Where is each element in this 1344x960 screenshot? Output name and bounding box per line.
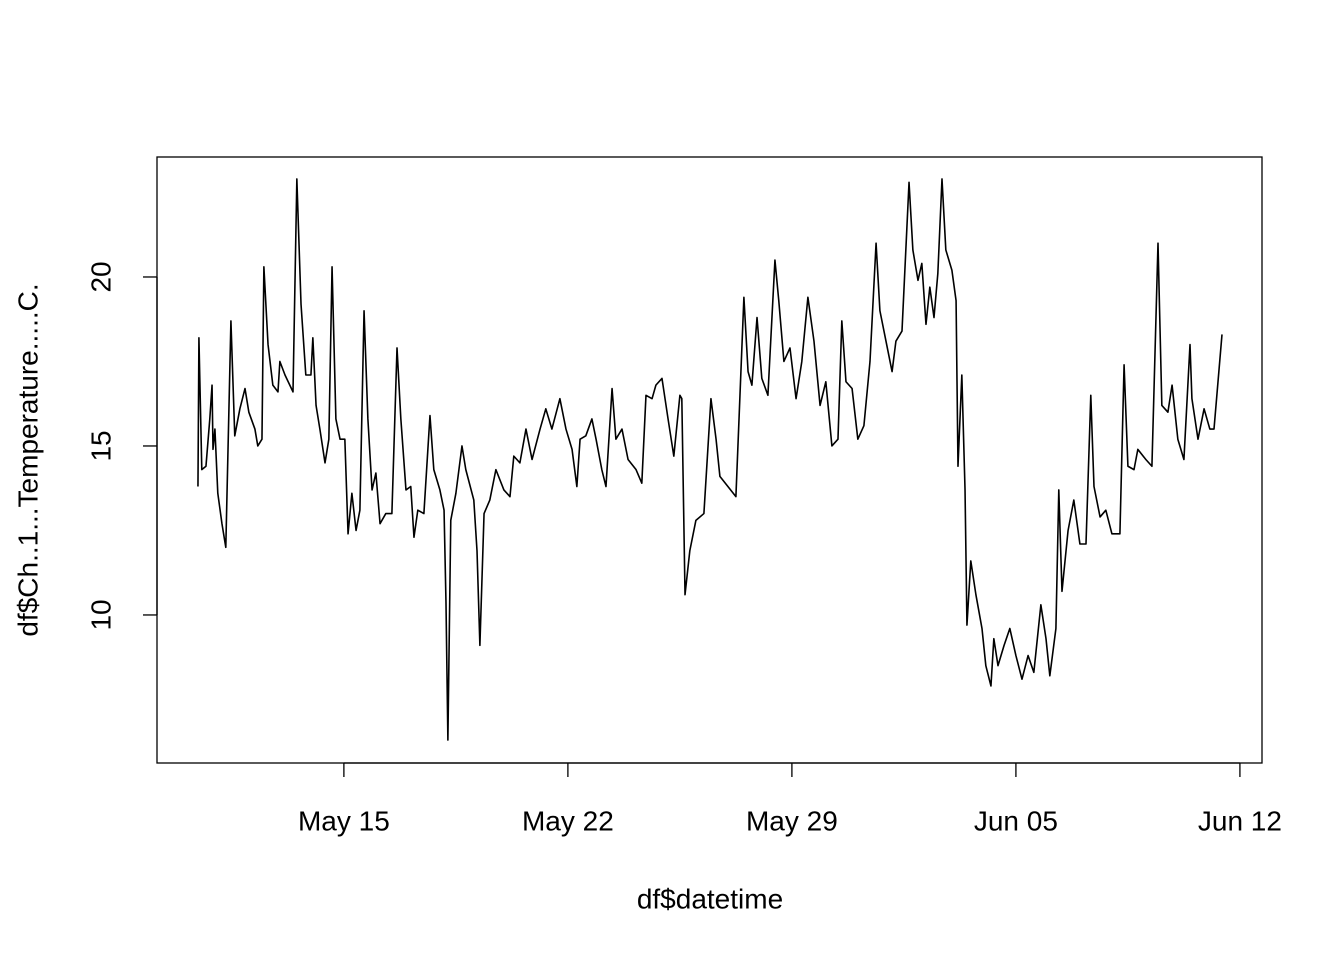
x-tick-label: May 15 — [298, 805, 390, 836]
x-tick-label: Jun 05 — [974, 805, 1058, 836]
data-line — [197, 178, 1223, 741]
y-tick-label: 10 — [85, 599, 116, 630]
x-tick-label: May 29 — [746, 805, 838, 836]
y-tick-label: 15 — [85, 430, 116, 461]
y-tick-label: 20 — [85, 261, 116, 292]
x-tick-label: May 22 — [522, 805, 614, 836]
x-axis-label: df$datetime — [637, 883, 783, 914]
x-tick-label: Jun 12 — [1198, 805, 1282, 836]
y-axis-label: df$Ch..1...Temperature.....C. — [12, 283, 43, 636]
plot-frame — [156, 156, 1263, 764]
